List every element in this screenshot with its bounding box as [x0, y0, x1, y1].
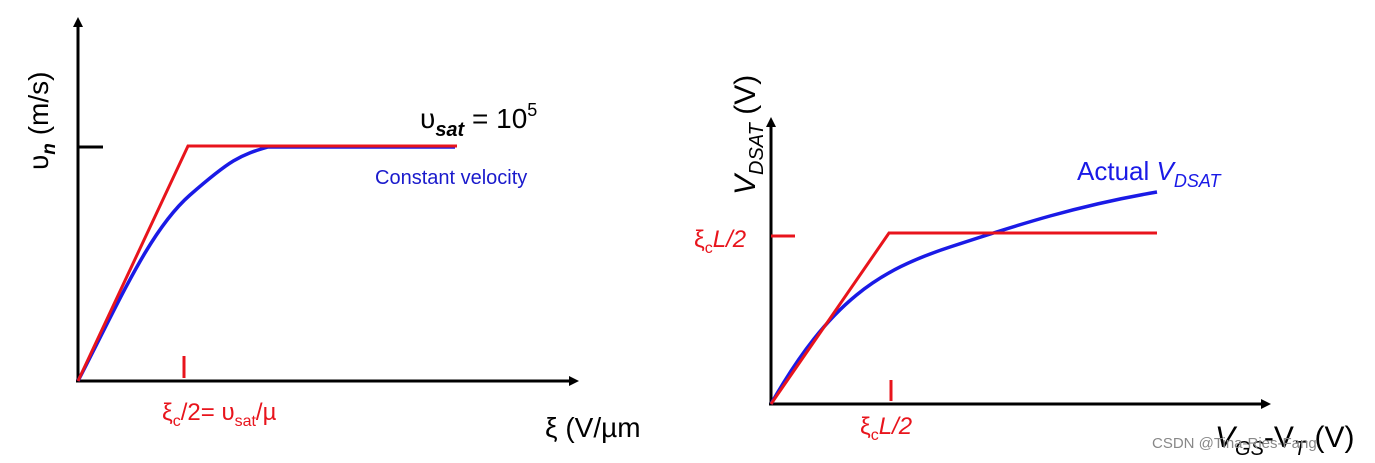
- left-chart: υn (m/s) υsat = 105 Constant velocity ξc…: [23, 17, 641, 443]
- left-y-axis-label: υn (m/s): [23, 72, 60, 170]
- actual-vdsat-label: Actual VDSAT: [1077, 156, 1223, 191]
- constant-velocity-label: Constant velocity: [375, 167, 527, 189]
- right-x-tick-label: ξcL/2: [860, 413, 912, 444]
- left-piecewise-linear-model: [76, 144, 457, 382]
- left-actual-velocity-curve: [76, 145, 455, 382]
- right-y-tick-label: ξcL/2: [694, 226, 746, 257]
- right-chart: VDSAT (V) Actual VDSAT ξcL/2 ξcL/2 VGS-V…: [694, 75, 1354, 460]
- left-x-axis-label: ξ (V/µm: [545, 412, 641, 443]
- xc-over-2-label: ξc/2= υsat/µ: [162, 399, 277, 430]
- right-piecewise-linear-model: [769, 231, 1157, 405]
- left-panel-background: [0, 0, 668, 450]
- right-x-axis-label: VGS-VT (V): [1215, 421, 1354, 460]
- csdn-watermark: CSDN @Tina-Ries-Fang: [1152, 435, 1317, 452]
- right-y-axis-label: VDSAT (V): [729, 75, 768, 195]
- right-actual-vdsat-curve: [769, 190, 1158, 405]
- vsat-label: υsat = 105: [420, 100, 537, 141]
